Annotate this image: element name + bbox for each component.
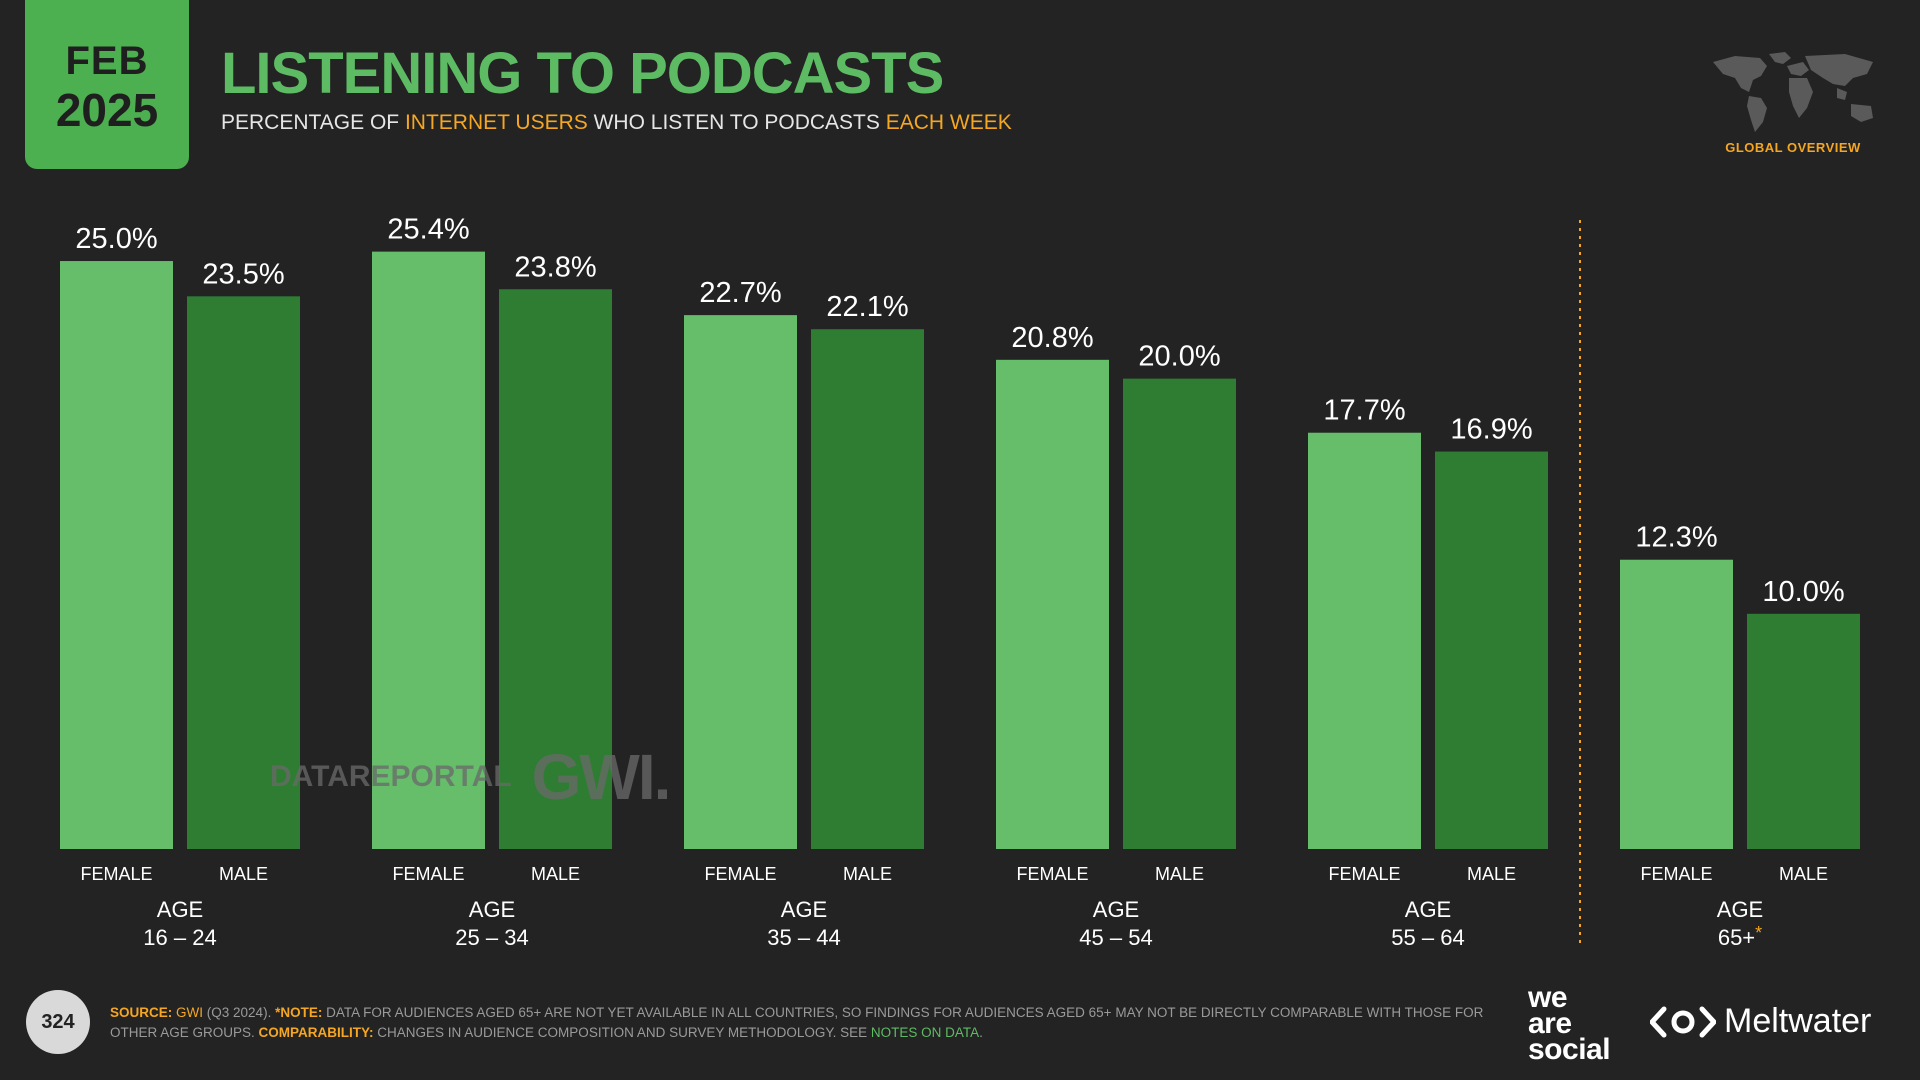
- bar-male-1: [187, 296, 300, 849]
- bar-male-2: [499, 289, 612, 849]
- badge-month: FEB: [65, 38, 149, 83]
- bar-female-6: [1620, 559, 1733, 849]
- source-label: SOURCE:: [110, 1005, 173, 1020]
- region-label: GLOBAL OVERVIEW: [1725, 140, 1861, 155]
- bar-female-4: [996, 359, 1109, 849]
- bar-female-1: [60, 261, 173, 849]
- data-label-1-2: 23.5%: [202, 258, 284, 290]
- was-line-2: are: [1528, 1007, 1572, 1040]
- world-map-icon: [1713, 52, 1873, 132]
- data-label-4-2: 20.0%: [1138, 341, 1220, 373]
- was-line-3: social: [1528, 1033, 1611, 1066]
- age-range-5: 55 – 64: [1391, 925, 1464, 950]
- data-label-3-2: 22.1%: [826, 291, 908, 323]
- subtitle-highlight-1: INTERNET USERS: [404, 111, 588, 134]
- bar-male-4: [1123, 378, 1236, 849]
- bar-label-5-2: MALE: [1467, 864, 1516, 884]
- data-label-2-2: 23.8%: [514, 251, 596, 283]
- age-label-3: AGE: [781, 897, 827, 922]
- subtitle-part-2: WHO LISTEN TO PODCASTS: [587, 111, 886, 134]
- subtitle-highlight-2: EACH WEEK: [885, 111, 1012, 134]
- bar-label-5-1: FEMALE: [1328, 864, 1400, 884]
- data-label-2-1: 25.4%: [387, 214, 469, 246]
- age-range-1: 16 – 24: [143, 925, 216, 950]
- was-line-1: we: [1528, 981, 1568, 1014]
- note-text: DATA FOR AUDIENCES AGED 65+ ARE NOT YET …: [110, 1005, 1484, 1040]
- badge-year: 2025: [55, 83, 159, 136]
- data-label-1-1: 25.0%: [75, 223, 157, 255]
- age-range-4: 45 – 54: [1079, 925, 1152, 950]
- source-rest: (Q3 2024).: [203, 1005, 276, 1020]
- subtitle-part-1: PERCENTAGE OF: [221, 111, 405, 134]
- page-title: LISTENING TO PODCASTS: [221, 41, 944, 106]
- we-are-social-logo: we are social: [1528, 981, 1611, 1066]
- date-badge: FEB 2025: [25, 0, 189, 169]
- gwi-watermark: GWI.: [531, 741, 672, 813]
- data-label-6-1: 12.3%: [1635, 522, 1717, 554]
- data-label-6-2: 10.0%: [1762, 576, 1844, 608]
- bar-label-3-2: MALE: [843, 864, 892, 884]
- comparability-label: COMPARABILITY:: [258, 1025, 374, 1040]
- age-range-3: 35 – 44: [767, 925, 840, 950]
- age-label-1: AGE: [157, 897, 203, 922]
- bar-label-3-1: FEMALE: [704, 864, 776, 884]
- page-number: 324: [26, 990, 90, 1054]
- age-label-5: AGE: [1405, 897, 1451, 922]
- podcast-bar-chart: 25.0% FEMALE 23.5% MALE AGE 16 – 24 25.4% FEMAL…: [60, 214, 1860, 950]
- data-label-5-1: 17.7%: [1323, 395, 1405, 427]
- data-label-4-1: 20.8%: [1011, 322, 1093, 354]
- meltwater-logo: Meltwater: [1650, 1002, 1871, 1041]
- bar-label-2-1: FEMALE: [392, 864, 464, 884]
- note-label: *NOTE:: [275, 1005, 323, 1020]
- meltwater-icon: [1650, 1006, 1716, 1037]
- age-range-2: 25 – 34: [455, 925, 528, 950]
- bar-label-1-1: FEMALE: [80, 864, 152, 884]
- bar-label-4-1: FEMALE: [1016, 864, 1088, 884]
- source-name: GWI: [176, 1005, 204, 1020]
- data-label-5-2: 16.9%: [1450, 414, 1532, 446]
- age-range-6: 65+*: [1718, 923, 1762, 950]
- meltwater-name: Meltwater: [1724, 1002, 1872, 1040]
- age-label-6: AGE: [1717, 897, 1763, 922]
- bar-male-3: [811, 329, 924, 850]
- bar-female-3: [684, 315, 797, 849]
- bar-label-4-2: MALE: [1155, 864, 1204, 884]
- datareportal-watermark: DATAREPORTAL: [270, 760, 512, 793]
- bar-male-5: [1435, 451, 1548, 849]
- page-subtitle: PERCENTAGE OF INTERNET USERS WHO LISTEN …: [221, 111, 1012, 135]
- comparability-text: CHANGES IN AUDIENCE COMPOSITION AND SURV…: [373, 1025, 871, 1040]
- age-label-2: AGE: [469, 897, 515, 922]
- bar-female-5: [1308, 432, 1421, 849]
- bar-male-6: [1747, 613, 1860, 849]
- watermark: DATAREPORTAL GWI.: [270, 740, 672, 814]
- bar-female-2: [372, 251, 485, 849]
- data-label-3-1: 22.7%: [699, 277, 781, 309]
- age-label-4: AGE: [1093, 897, 1139, 922]
- bar-label-6-1: FEMALE: [1640, 864, 1712, 884]
- bar-label-2-2: MALE: [531, 864, 580, 884]
- notes-on-data-link[interactable]: NOTES ON DATA: [870, 1025, 980, 1040]
- footer-end: .: [979, 1025, 983, 1040]
- bar-label-6-2: MALE: [1779, 864, 1828, 884]
- age-note-marker: *: [1755, 923, 1762, 943]
- footer-source: SOURCE: GWI (Q3 2024). *NOTE: DATA FOR A…: [110, 1003, 1490, 1043]
- bar-label-1-2: MALE: [219, 864, 268, 884]
